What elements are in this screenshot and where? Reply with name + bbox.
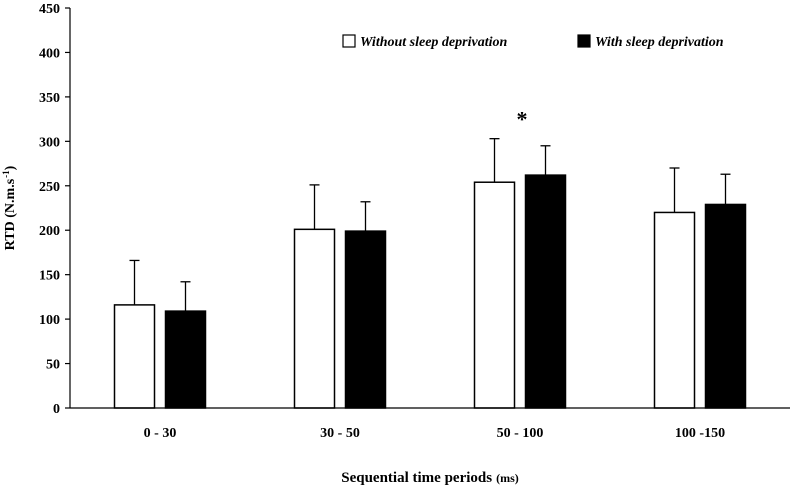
plot-area: * [113, 107, 747, 409]
bar-with-sleep-deprivation [524, 174, 567, 409]
legend-swatch-without-sleep-deprivation [342, 34, 356, 48]
y-tick-label: 300 [39, 135, 60, 150]
y-tick-label: 100 [39, 313, 60, 328]
x-axis-title: Sequential time periods (ms) [341, 470, 519, 486]
y-axis-title-main: RTD (N.m.s [3, 178, 18, 250]
y-axis-title-superscript: -1 [1, 170, 11, 178]
axes [69, 8, 790, 409]
x-tick-label: 0 - 30 [144, 426, 177, 441]
significance-asterisk: * [517, 107, 528, 132]
y-tick-label: 50 [46, 358, 60, 373]
y-axis-title: RTD (N.m.s-1) [1, 165, 18, 250]
bar-without-sleep-deprivation [293, 228, 336, 409]
bar-without-sleep-deprivation [653, 211, 696, 409]
y-tick-label: 150 [39, 269, 60, 284]
x-tick-label: 30 - 50 [320, 426, 360, 441]
y-tick-label: 350 [39, 91, 60, 106]
y-tick-label: 250 [39, 180, 60, 195]
x-axis-title-unit: (ms) [496, 471, 519, 485]
bar-with-sleep-deprivation [344, 230, 387, 409]
bar-with-sleep-deprivation [704, 203, 747, 409]
bar-with-sleep-deprivation [164, 310, 207, 409]
x-axis-title-main: Sequential time periods [341, 470, 492, 486]
y-tick-label: 450 [39, 2, 60, 17]
legend-label-without-sleep-deprivation: Without sleep deprivation [360, 35, 507, 50]
y-tick-label: 0 [53, 402, 60, 417]
bar-without-sleep-deprivation [473, 181, 516, 409]
y-tick-label: 400 [39, 46, 60, 61]
y-ticks: 0 50 100 150 200 250 300 350 400 450 [39, 2, 70, 417]
y-axis-title-close: ) [3, 165, 18, 170]
x-tick-label: 100 -150 [675, 426, 725, 441]
legend-label-with-sleep-deprivation: With sleep deprivation [595, 35, 724, 50]
legend: Without sleep deprivation With sleep dep… [342, 34, 724, 50]
bar-without-sleep-deprivation [113, 304, 156, 409]
x-tick-label: 50 - 100 [497, 426, 544, 441]
y-tick-label: 200 [39, 224, 60, 239]
legend-swatch-with-sleep-deprivation [577, 34, 591, 48]
x-ticks: 0 - 30 30 - 50 50 - 100 100 -150 [144, 426, 725, 441]
